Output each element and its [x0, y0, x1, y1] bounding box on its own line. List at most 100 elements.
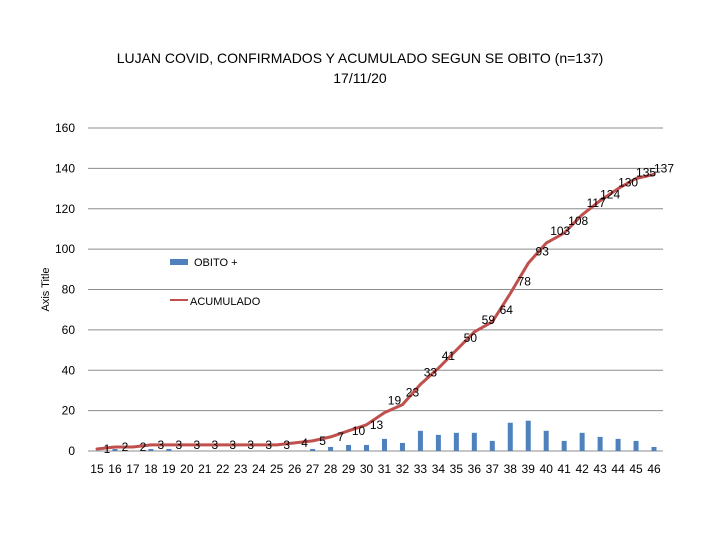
x-tick-label: 38: [504, 462, 518, 476]
chart-title-line2: 17/11/20: [333, 70, 387, 86]
legend-label-acumulado: ACUMULADO: [190, 296, 261, 308]
data-label: 3: [211, 438, 218, 452]
legend-swatch-obito: [170, 259, 188, 265]
data-label: 124: [600, 188, 620, 202]
legend-label-obito: OBITO +: [194, 257, 238, 269]
x-tick-label: 21: [198, 462, 212, 476]
chart-title: LUJAN COVID, CONFIRMADOS Y ACUMULADO SEG…: [0, 48, 720, 88]
bar-obito: [561, 440, 567, 451]
x-tick-label: 46: [647, 462, 661, 476]
x-tick-label: 29: [342, 462, 356, 476]
data-label: 64: [500, 303, 514, 317]
data-label: 3: [176, 438, 183, 452]
x-tick-label: 40: [540, 462, 554, 476]
x-tick-label: 33: [414, 462, 428, 476]
bar-obito: [543, 430, 549, 451]
x-tick-label: 45: [629, 462, 643, 476]
y-tick-label: 140: [55, 161, 75, 175]
x-tick-label: 31: [378, 462, 392, 476]
data-label: 3: [193, 438, 200, 452]
x-tick-label: 17: [126, 462, 140, 476]
data-label: 135: [636, 165, 656, 179]
data-label: 3: [158, 438, 165, 452]
y-tick-label: 120: [55, 202, 75, 216]
chart-title-line1: LUJAN COVID, CONFIRMADOS Y ACUMULADO SEG…: [116, 50, 604, 66]
data-label: 103: [550, 224, 570, 238]
data-label: 5: [319, 434, 326, 448]
bar-obito: [328, 446, 334, 451]
x-tick-label: 23: [234, 462, 248, 476]
x-tick-label: 16: [108, 462, 122, 476]
x-tick-label: 25: [270, 462, 284, 476]
x-tick-label: 26: [288, 462, 302, 476]
x-tick-label: 44: [611, 462, 625, 476]
data-label: 59: [482, 313, 496, 327]
data-label: 2: [140, 440, 147, 454]
data-label: 130: [618, 176, 638, 190]
data-label: 33: [424, 365, 438, 379]
x-tick-label: 19: [162, 462, 176, 476]
bar-obito: [112, 448, 118, 451]
bar-obito: [417, 430, 423, 451]
data-label: 4: [301, 436, 308, 450]
data-label: 3: [283, 438, 290, 452]
y-tick-label: 0: [68, 444, 75, 458]
data-label: 117: [587, 196, 606, 210]
bar-obito: [579, 432, 585, 451]
y-axis-title: Axis Title: [40, 267, 52, 311]
x-tick-label: 34: [432, 462, 446, 476]
bar-obito: [166, 448, 172, 451]
data-label: 10: [352, 424, 366, 438]
data-label: 3: [229, 438, 236, 452]
x-tick-label: 22: [216, 462, 230, 476]
x-tick-label: 28: [324, 462, 338, 476]
x-tick-label: 24: [252, 462, 266, 476]
data-label: 3: [247, 438, 254, 452]
x-tick-label: 42: [575, 462, 589, 476]
x-tick-label: 39: [522, 462, 536, 476]
y-tick-label: 100: [55, 242, 75, 256]
x-tick-label: 20: [180, 462, 194, 476]
bar-obito: [148, 448, 154, 451]
x-tick-label: 15: [90, 462, 104, 476]
x-tick-label: 27: [306, 462, 320, 476]
data-label: 23: [406, 386, 420, 400]
data-label: 3: [265, 438, 272, 452]
x-tick-label: 35: [450, 462, 464, 476]
bar-obito: [615, 438, 621, 451]
bar-obito: [489, 440, 495, 451]
bar-obito: [471, 432, 477, 451]
x-tick-label: 32: [396, 462, 410, 476]
x-tick-label: 37: [486, 462, 500, 476]
y-tick-label: 20: [62, 404, 76, 418]
data-label: 137: [654, 161, 674, 175]
bar-obito: [346, 444, 352, 451]
data-label: 41: [442, 349, 456, 363]
bar-obito: [507, 422, 513, 451]
x-tick-label: 18: [144, 462, 158, 476]
y-tick-label: 60: [62, 323, 76, 337]
y-tick-label: 160: [55, 121, 75, 135]
bar-obito: [310, 448, 316, 451]
bar-obito: [633, 440, 639, 451]
data-label: 93: [536, 244, 550, 258]
data-label: 13: [370, 418, 384, 432]
bar-obito: [399, 442, 405, 451]
data-label: 108: [568, 214, 588, 228]
y-tick-label: 40: [62, 363, 76, 377]
bar-obito: [435, 434, 441, 451]
bar-obito: [364, 444, 370, 451]
x-tick-label: 30: [360, 462, 374, 476]
bar-obito: [525, 420, 531, 451]
data-label: 7: [337, 430, 344, 444]
x-tick-label: 36: [468, 462, 482, 476]
y-tick-label: 80: [62, 283, 76, 297]
x-tick-label: 43: [593, 462, 607, 476]
data-label: 1: [104, 442, 111, 456]
data-label: 50: [464, 331, 478, 345]
bar-obito: [651, 446, 657, 451]
data-label: 2: [122, 440, 129, 454]
bar-obito: [453, 432, 459, 451]
line-acumulado: [95, 172, 656, 451]
